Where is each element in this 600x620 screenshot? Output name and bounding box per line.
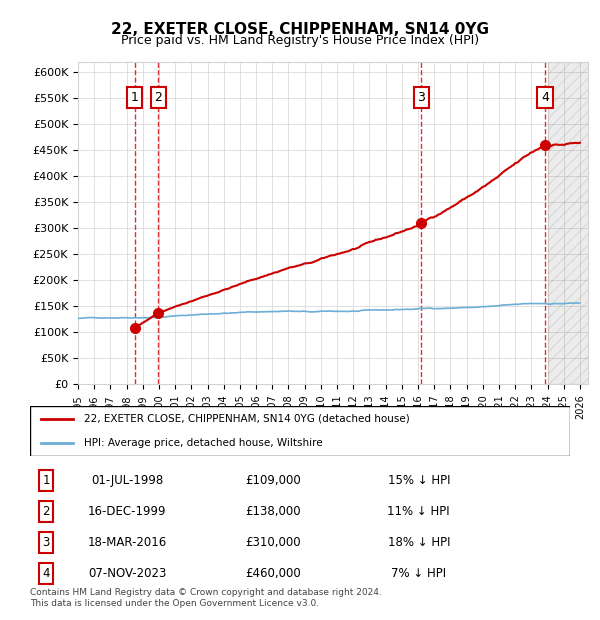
Text: 3: 3 — [43, 536, 50, 549]
Text: £109,000: £109,000 — [245, 474, 301, 487]
Text: Contains HM Land Registry data © Crown copyright and database right 2024.
This d: Contains HM Land Registry data © Crown c… — [30, 588, 382, 608]
Text: HPI: Average price, detached house, Wiltshire: HPI: Average price, detached house, Wilt… — [84, 438, 323, 448]
Text: 22, EXETER CLOSE, CHIPPENHAM, SN14 0YG (detached house): 22, EXETER CLOSE, CHIPPENHAM, SN14 0YG (… — [84, 414, 410, 423]
Text: 07-NOV-2023: 07-NOV-2023 — [88, 567, 166, 580]
Text: £310,000: £310,000 — [245, 536, 301, 549]
FancyBboxPatch shape — [30, 406, 570, 456]
Text: 1: 1 — [131, 91, 139, 104]
Text: 4: 4 — [541, 91, 549, 104]
Text: £460,000: £460,000 — [245, 567, 301, 580]
Text: 16-DEC-1999: 16-DEC-1999 — [88, 505, 166, 518]
Text: 11% ↓ HPI: 11% ↓ HPI — [388, 505, 450, 518]
Text: 2: 2 — [154, 91, 162, 104]
Text: 22, EXETER CLOSE, CHIPPENHAM, SN14 0YG: 22, EXETER CLOSE, CHIPPENHAM, SN14 0YG — [111, 22, 489, 37]
Text: 01-JUL-1998: 01-JUL-1998 — [91, 474, 163, 487]
Text: 18-MAR-2016: 18-MAR-2016 — [88, 536, 167, 549]
Text: 3: 3 — [418, 91, 425, 104]
Text: 18% ↓ HPI: 18% ↓ HPI — [388, 536, 450, 549]
Text: 1: 1 — [43, 474, 50, 487]
Text: Price paid vs. HM Land Registry's House Price Index (HPI): Price paid vs. HM Land Registry's House … — [121, 34, 479, 47]
Text: 4: 4 — [43, 567, 50, 580]
Bar — [548, 62, 600, 384]
Text: 2: 2 — [43, 505, 50, 518]
Text: 7% ↓ HPI: 7% ↓ HPI — [391, 567, 446, 580]
Text: 15% ↓ HPI: 15% ↓ HPI — [388, 474, 450, 487]
Text: £138,000: £138,000 — [245, 505, 301, 518]
